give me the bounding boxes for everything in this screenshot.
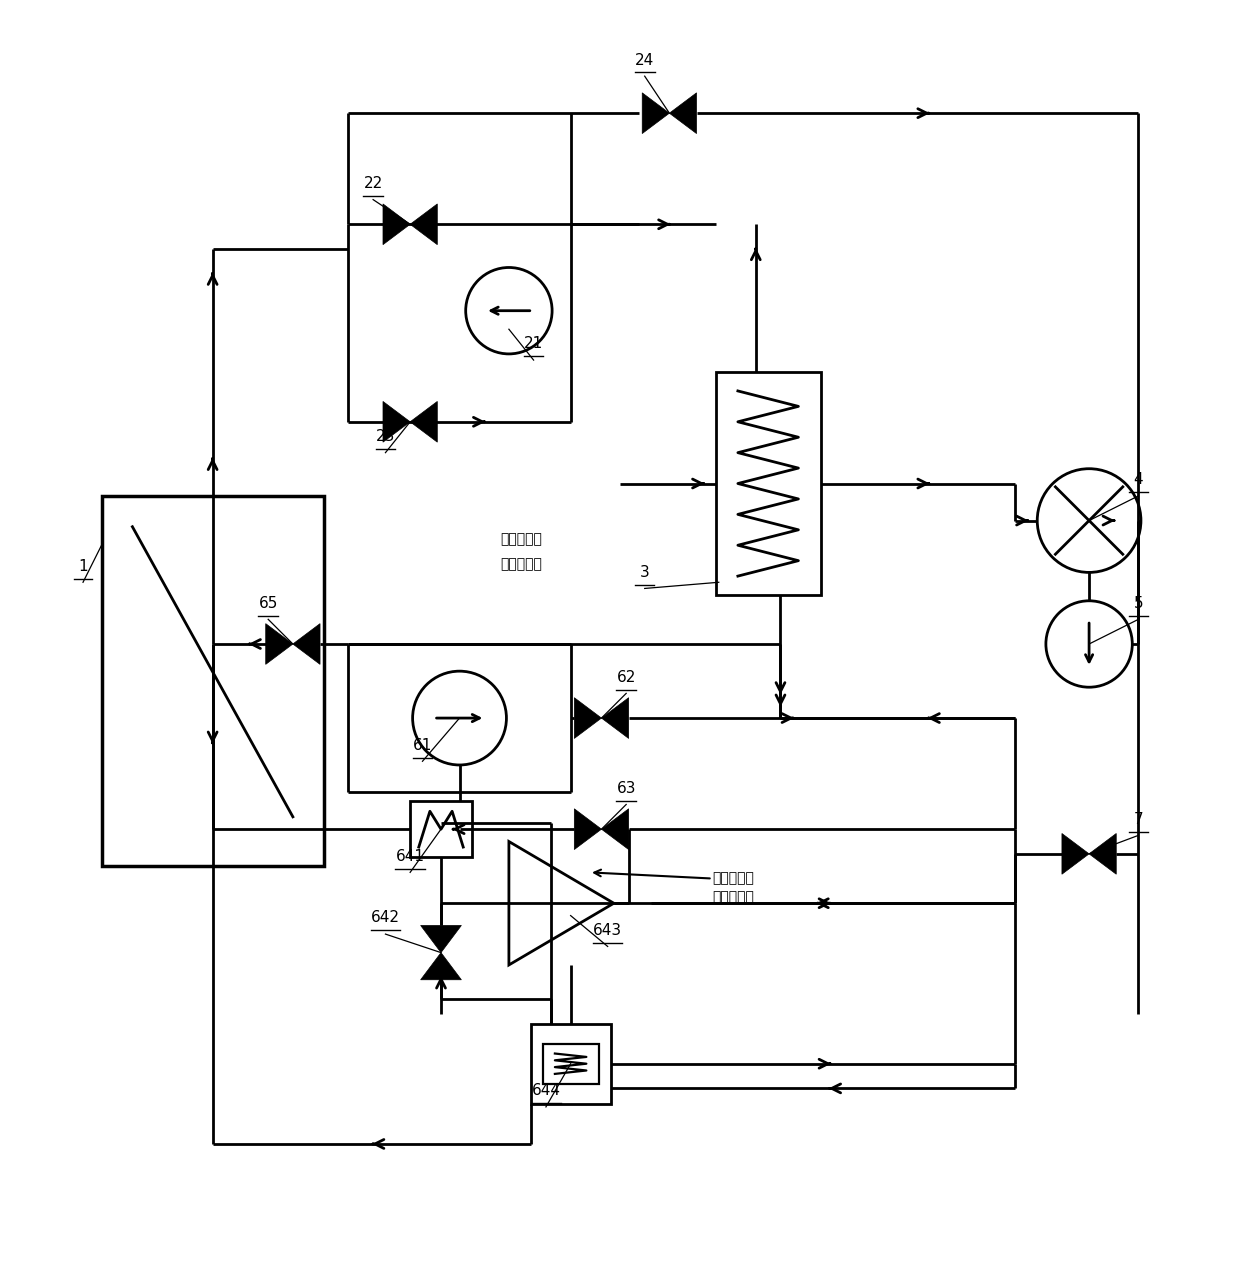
Text: 644: 644 (532, 1083, 560, 1099)
Polygon shape (601, 698, 629, 738)
Text: 24: 24 (635, 53, 655, 67)
Text: 642: 642 (371, 911, 401, 926)
Polygon shape (410, 402, 438, 442)
Text: 22: 22 (363, 176, 383, 191)
Text: 的供热蒸汽: 的供热蒸汽 (500, 556, 542, 571)
Polygon shape (1061, 833, 1089, 875)
Polygon shape (574, 809, 601, 850)
Text: 7: 7 (1133, 811, 1143, 827)
Polygon shape (410, 204, 438, 245)
Text: 61: 61 (413, 738, 433, 752)
Text: 62: 62 (616, 670, 636, 685)
Text: 用电直接来: 用电直接来 (713, 872, 754, 886)
Text: 3: 3 (640, 565, 650, 580)
Text: 21: 21 (525, 336, 543, 352)
Polygon shape (265, 623, 293, 665)
Text: 自机组发电: 自机组发电 (713, 890, 754, 904)
Polygon shape (642, 93, 670, 134)
Bar (531, 1024, 611, 1104)
Polygon shape (293, 623, 320, 665)
Text: 641: 641 (396, 849, 424, 864)
Bar (102, 496, 324, 867)
Bar (543, 1043, 599, 1083)
Polygon shape (574, 698, 601, 738)
Polygon shape (670, 93, 697, 134)
Polygon shape (383, 402, 410, 442)
Text: 65: 65 (258, 595, 278, 611)
Bar (410, 801, 472, 857)
Bar (715, 372, 821, 595)
Text: 23: 23 (376, 429, 396, 444)
Text: 1: 1 (78, 559, 88, 573)
Polygon shape (420, 953, 461, 980)
Text: 来自汽轮机: 来自汽轮机 (500, 532, 542, 546)
Polygon shape (420, 926, 461, 953)
Text: 63: 63 (616, 781, 636, 796)
Polygon shape (383, 204, 410, 245)
Polygon shape (1089, 833, 1116, 875)
Text: 4: 4 (1133, 473, 1143, 487)
Text: 643: 643 (593, 922, 622, 938)
Text: 5: 5 (1133, 595, 1143, 611)
Polygon shape (601, 809, 629, 850)
